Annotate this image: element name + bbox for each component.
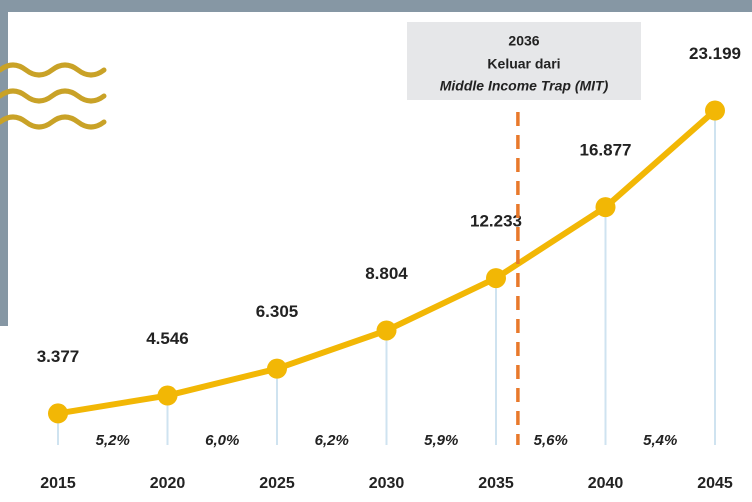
x-tick-label: 2025 — [259, 475, 295, 492]
data-label: 3.377 — [37, 347, 80, 366]
growth-label: 5,4% — [643, 432, 677, 449]
data-label: 23.199 — [689, 44, 741, 63]
point — [705, 100, 725, 121]
frame-top — [0, 0, 752, 12]
x-tick-label: 2015 — [40, 475, 76, 492]
x-tick-label: 2045 — [697, 475, 733, 492]
data-label: 12.233 — [470, 212, 522, 231]
growth-label: 6,2% — [315, 432, 349, 449]
growth-label: 5,9% — [424, 432, 458, 449]
growth-label: 5,6% — [534, 432, 568, 449]
point — [48, 403, 68, 424]
wave — [0, 114, 107, 130]
annotation-text: Keluar dari — [487, 56, 560, 72]
point — [595, 197, 616, 218]
growth-label: 6,0% — [205, 432, 239, 449]
data-label: 16.877 — [580, 141, 632, 160]
point — [376, 320, 397, 341]
x-tick-label: 2020 — [150, 475, 186, 492]
frame-left — [0, 0, 8, 326]
x-tick-label: 2035 — [478, 475, 514, 492]
annotation-box — [407, 22, 641, 100]
point — [486, 268, 506, 289]
annotation-year: 2036 — [508, 33, 539, 49]
point — [157, 385, 178, 406]
data-label: 4.546 — [146, 329, 189, 348]
wave — [0, 88, 107, 104]
annotation-text: Middle Income Trap (MIT) — [440, 78, 609, 94]
data-label: 8.804 — [365, 264, 408, 283]
x-tick-label: 2030 — [369, 475, 405, 492]
data-label: 6.305 — [256, 302, 299, 321]
point — [267, 358, 287, 379]
x-tick-label: 2040 — [588, 475, 624, 492]
waves — [0, 62, 107, 130]
growth-label: 5,2% — [96, 432, 130, 449]
wave — [0, 62, 107, 78]
